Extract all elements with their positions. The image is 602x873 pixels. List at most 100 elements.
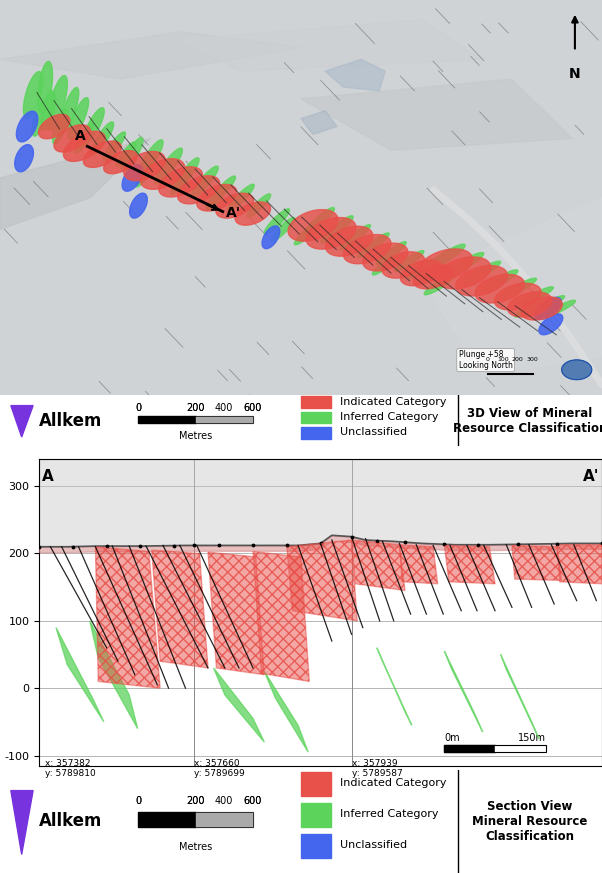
Polygon shape <box>544 300 576 317</box>
Text: Indicated Category: Indicated Category <box>340 779 447 788</box>
Bar <box>301 803 331 827</box>
Polygon shape <box>521 297 562 320</box>
Polygon shape <box>235 202 270 225</box>
Text: 400: 400 <box>215 796 234 806</box>
Polygon shape <box>228 184 254 211</box>
Polygon shape <box>531 296 565 313</box>
Bar <box>196 812 253 827</box>
Polygon shape <box>38 61 52 113</box>
Polygon shape <box>512 546 562 581</box>
Polygon shape <box>171 169 190 195</box>
Polygon shape <box>60 87 79 134</box>
Polygon shape <box>247 194 271 217</box>
Polygon shape <box>301 111 337 134</box>
Polygon shape <box>41 91 55 130</box>
Polygon shape <box>54 125 90 152</box>
Text: N: N <box>569 67 581 81</box>
Bar <box>138 812 253 827</box>
Text: 0: 0 <box>135 796 141 806</box>
Text: x: 357939
y: 5789587: x: 357939 y: 5789587 <box>352 759 402 779</box>
Polygon shape <box>301 79 572 150</box>
Polygon shape <box>326 226 373 257</box>
Text: 3D View of Mineral
Resource Classification: 3D View of Mineral Resource Classificati… <box>453 407 602 435</box>
Text: x: 357382
y: 5789810: x: 357382 y: 5789810 <box>45 759 96 779</box>
Text: x: 357660
y: 5789699: x: 357660 y: 5789699 <box>194 759 244 779</box>
Text: 150m: 150m <box>518 733 546 744</box>
Text: 600: 600 <box>244 796 262 806</box>
Bar <box>444 746 545 753</box>
Text: 300: 300 <box>527 357 539 361</box>
Polygon shape <box>482 270 518 292</box>
Circle shape <box>562 360 592 380</box>
Polygon shape <box>39 114 70 139</box>
Polygon shape <box>443 252 484 278</box>
Text: 200: 200 <box>187 796 205 806</box>
Polygon shape <box>456 265 507 296</box>
Polygon shape <box>501 655 539 739</box>
Polygon shape <box>340 224 370 250</box>
Polygon shape <box>414 265 453 289</box>
Polygon shape <box>426 244 465 270</box>
Polygon shape <box>539 313 563 334</box>
Polygon shape <box>518 286 553 306</box>
Polygon shape <box>129 193 147 218</box>
Text: 600: 600 <box>244 796 262 806</box>
Polygon shape <box>395 251 424 272</box>
Bar <box>495 746 546 753</box>
Text: A: A <box>75 129 86 143</box>
Text: 0m: 0m <box>444 733 460 744</box>
Polygon shape <box>382 251 424 278</box>
Text: Unclassified: Unclassified <box>340 840 408 850</box>
Polygon shape <box>95 546 160 688</box>
Polygon shape <box>358 233 389 258</box>
Polygon shape <box>75 123 94 154</box>
Polygon shape <box>325 59 385 91</box>
Text: 200: 200 <box>187 403 205 413</box>
Polygon shape <box>124 151 165 181</box>
Polygon shape <box>352 540 405 590</box>
Polygon shape <box>140 159 185 189</box>
Text: 200: 200 <box>187 796 205 806</box>
Text: 0: 0 <box>486 357 489 361</box>
Polygon shape <box>122 137 143 171</box>
Polygon shape <box>436 257 491 289</box>
Bar <box>301 772 331 796</box>
Text: 200: 200 <box>512 357 524 361</box>
Polygon shape <box>135 162 154 187</box>
Text: Inferred Category: Inferred Category <box>340 412 439 423</box>
Polygon shape <box>399 545 438 584</box>
Text: Inferred Category: Inferred Category <box>340 809 439 819</box>
Polygon shape <box>421 198 602 375</box>
Polygon shape <box>288 210 338 241</box>
Text: Indicated Category: Indicated Category <box>340 397 447 407</box>
Polygon shape <box>372 255 399 275</box>
Bar <box>301 834 331 857</box>
Bar <box>301 427 331 438</box>
Bar <box>301 412 331 423</box>
Polygon shape <box>294 222 320 244</box>
Polygon shape <box>306 217 356 249</box>
Polygon shape <box>304 208 334 236</box>
Text: 400: 400 <box>215 403 234 413</box>
Polygon shape <box>11 791 33 855</box>
Polygon shape <box>515 300 545 317</box>
Polygon shape <box>557 545 602 584</box>
Polygon shape <box>14 145 33 172</box>
Polygon shape <box>376 242 406 265</box>
Polygon shape <box>253 552 309 682</box>
Polygon shape <box>91 122 114 155</box>
Polygon shape <box>424 275 455 295</box>
Polygon shape <box>16 111 38 142</box>
Polygon shape <box>400 260 442 285</box>
Text: 200: 200 <box>187 403 205 413</box>
Polygon shape <box>264 209 290 234</box>
Polygon shape <box>271 217 295 241</box>
Polygon shape <box>32 101 46 136</box>
Polygon shape <box>104 150 137 174</box>
Polygon shape <box>117 141 136 167</box>
Text: 0: 0 <box>135 796 141 806</box>
Polygon shape <box>52 109 68 144</box>
Polygon shape <box>83 141 122 168</box>
Polygon shape <box>90 621 138 729</box>
Polygon shape <box>264 671 308 753</box>
